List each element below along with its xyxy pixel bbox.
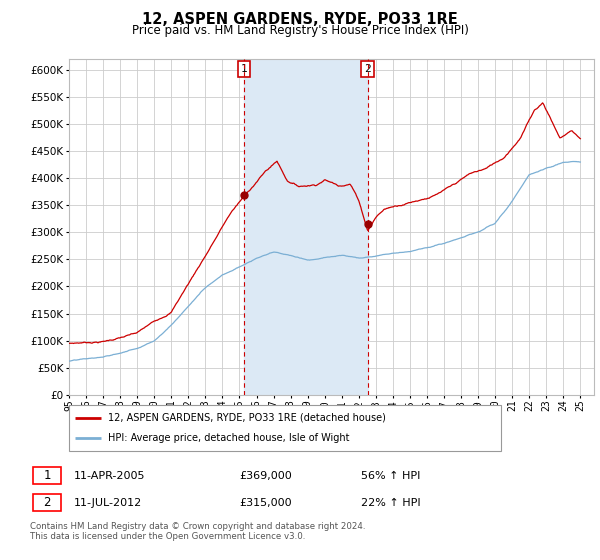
Text: £369,000: £369,000	[240, 470, 293, 480]
Text: £315,000: £315,000	[240, 498, 292, 508]
Text: 1: 1	[43, 469, 51, 482]
FancyBboxPatch shape	[33, 468, 61, 484]
Text: 12, ASPEN GARDENS, RYDE, PO33 1RE (detached house): 12, ASPEN GARDENS, RYDE, PO33 1RE (detac…	[108, 413, 386, 423]
Text: 11-JUL-2012: 11-JUL-2012	[74, 498, 142, 508]
FancyBboxPatch shape	[69, 405, 501, 451]
Text: 11-APR-2005: 11-APR-2005	[74, 470, 146, 480]
Text: 2: 2	[364, 64, 371, 74]
FancyBboxPatch shape	[33, 494, 61, 511]
Text: 12, ASPEN GARDENS, RYDE, PO33 1RE: 12, ASPEN GARDENS, RYDE, PO33 1RE	[142, 12, 458, 27]
Text: Price paid vs. HM Land Registry's House Price Index (HPI): Price paid vs. HM Land Registry's House …	[131, 24, 469, 36]
Text: 22% ↑ HPI: 22% ↑ HPI	[361, 498, 421, 508]
Text: Contains HM Land Registry data © Crown copyright and database right 2024.
This d: Contains HM Land Registry data © Crown c…	[30, 522, 365, 542]
Text: HPI: Average price, detached house, Isle of Wight: HPI: Average price, detached house, Isle…	[108, 433, 349, 443]
Text: 2: 2	[43, 496, 51, 509]
Text: 56% ↑ HPI: 56% ↑ HPI	[361, 470, 421, 480]
Text: 1: 1	[241, 64, 247, 74]
Bar	[244, 59, 368, 395]
